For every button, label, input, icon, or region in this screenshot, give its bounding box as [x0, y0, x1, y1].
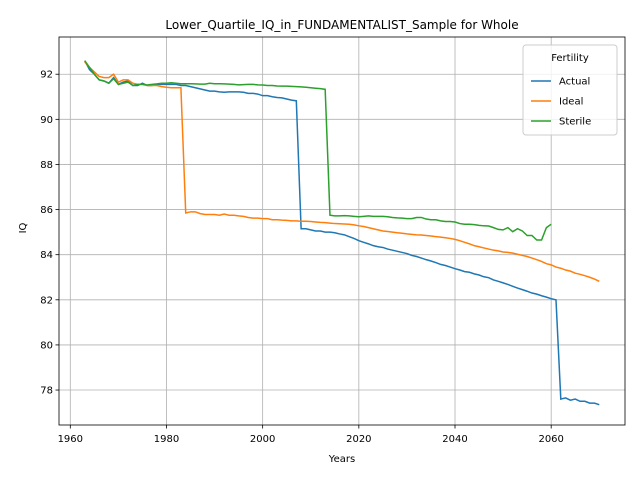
x-tick-label: 2020	[346, 434, 371, 445]
y-tick-label: 90	[40, 115, 53, 126]
legend-box	[522, 44, 618, 136]
x-tick-label: 1960	[58, 434, 83, 445]
series-line	[84, 60, 552, 241]
legend-label: Sterile	[559, 117, 591, 128]
x-axis-label: Years	[328, 454, 355, 465]
y-tick-label: 82	[40, 295, 53, 306]
series-line	[84, 61, 600, 282]
legend: Fertility Actual Ideal Sterile	[522, 44, 618, 136]
y-tick-label: 88	[40, 160, 53, 171]
y-tick-label: 80	[40, 340, 53, 351]
y-tick-label: 78	[40, 386, 53, 397]
y-axis-label: IQ	[18, 222, 29, 233]
series-line	[84, 60, 600, 406]
plot-frame	[58, 36, 626, 426]
chart-title: Lower_Quartile_IQ_in_FUNDAMENTALIST_Samp…	[165, 18, 518, 32]
legend-title: Fertility	[551, 53, 589, 64]
x-tick-label: 2060	[538, 434, 563, 445]
x-tick-label: 2040	[442, 434, 467, 445]
legend-label: Actual	[559, 77, 590, 88]
y-tick-label: 84	[40, 250, 53, 261]
x-tick-label: 2000	[250, 434, 275, 445]
x-tick-label: 1980	[154, 434, 179, 445]
y-tick-label: 92	[40, 70, 53, 81]
y-tick-label: 86	[40, 205, 53, 216]
legend-label: Ideal	[559, 97, 583, 108]
